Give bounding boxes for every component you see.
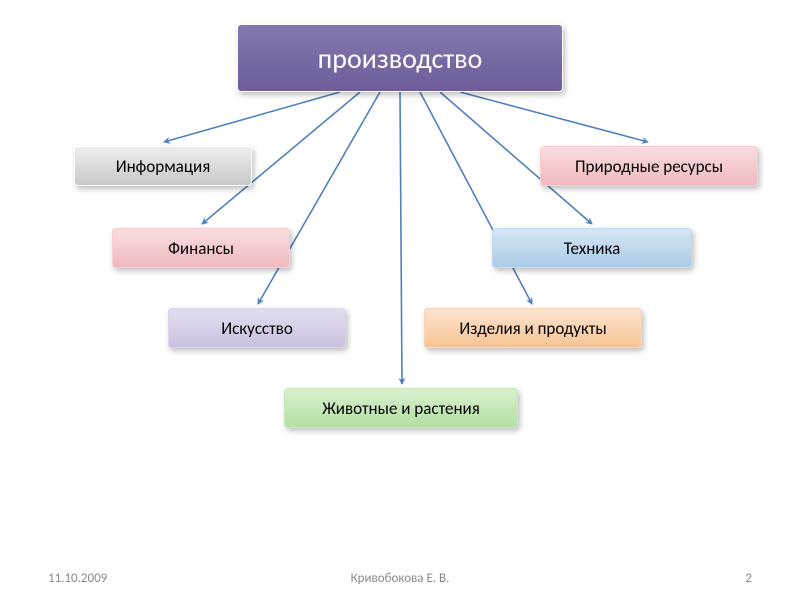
edge-root-info <box>164 92 340 142</box>
node-finance: Финансы <box>112 228 290 268</box>
node-products: Изделия и продукты <box>424 308 642 348</box>
footer-page: 2 <box>745 571 752 586</box>
edge-root-animals <box>400 92 402 384</box>
node-root: производство <box>237 24 563 92</box>
node-art: Искусство <box>168 308 346 348</box>
footer-author: Кривобокова Е. В. <box>351 571 450 586</box>
edge-root-nature <box>460 92 648 142</box>
edge-root-products <box>420 92 532 304</box>
node-animals: Животные и растения <box>284 388 518 428</box>
footer-date: 11.10.2009 <box>48 571 107 586</box>
node-info: Информация <box>74 146 252 186</box>
node-tech: Техника <box>492 228 692 268</box>
node-nature: Природные ресурсы <box>540 146 758 186</box>
edge-root-art <box>258 92 380 304</box>
diagram-canvas: производство Информация Финансы Искусство Жи… <box>0 0 800 600</box>
